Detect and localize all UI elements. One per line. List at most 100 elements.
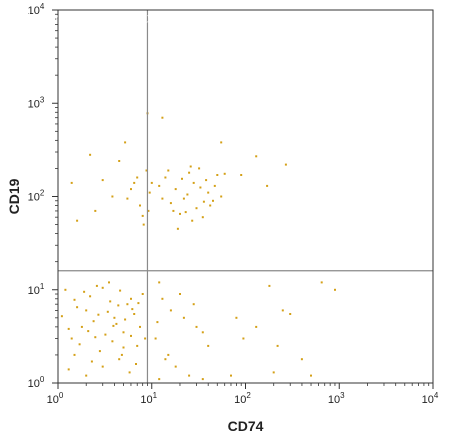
event-point (216, 174, 219, 176)
event-point (70, 337, 73, 340)
event-point (189, 165, 192, 168)
event-point (169, 202, 172, 205)
x-tick-label: 102 (234, 391, 251, 406)
y-tick-label: 101 (28, 282, 45, 297)
event-point (85, 309, 88, 312)
plot-frame (57, 9, 434, 384)
event-point (230, 374, 232, 377)
event-point (128, 371, 131, 374)
event-point (118, 358, 121, 361)
event-point (112, 324, 115, 327)
event-point (184, 211, 187, 214)
event-point (195, 325, 198, 328)
event-point (255, 155, 258, 158)
event-point (109, 300, 112, 303)
event-point (78, 343, 81, 346)
event-point (272, 371, 275, 374)
event-point (124, 141, 127, 144)
event-point (202, 200, 205, 203)
event-point (124, 318, 127, 321)
event-point (164, 176, 167, 179)
event-point (131, 308, 134, 311)
event-point (255, 325, 258, 328)
event-point (174, 365, 177, 368)
event-point (191, 219, 194, 222)
event-point (164, 358, 167, 361)
event-point (182, 197, 185, 200)
event-point (87, 330, 90, 333)
event-point (126, 197, 129, 200)
event-point (281, 309, 284, 312)
event-point (122, 346, 125, 349)
event-point (73, 353, 76, 356)
event-point (136, 344, 139, 347)
event-point (136, 176, 139, 179)
event-point (76, 306, 79, 309)
event-point (130, 334, 132, 337)
event-point (67, 368, 70, 371)
event-point (126, 303, 129, 306)
event-point (104, 333, 107, 336)
event-point (209, 204, 212, 207)
event-point (73, 298, 76, 301)
x-tick-label: 100 (47, 391, 64, 406)
event-point (201, 331, 204, 334)
event-point (201, 378, 204, 381)
event-point (334, 288, 336, 291)
event-point (122, 331, 125, 334)
event-point (150, 181, 153, 184)
event-point (130, 297, 132, 300)
event-point (117, 304, 120, 307)
y-axis-title: CD19 (6, 178, 22, 214)
event-point (300, 358, 303, 361)
event-point (207, 344, 210, 347)
event-point (141, 293, 144, 295)
event-point (97, 313, 100, 316)
event-point (154, 337, 157, 340)
event-point (92, 320, 95, 323)
event-point (101, 179, 104, 182)
quadrant-gates (58, 10, 433, 383)
event-point (106, 310, 109, 313)
event-point (174, 188, 177, 191)
event-point (188, 374, 191, 377)
event-point (167, 353, 170, 356)
event-point (64, 288, 67, 291)
x-axis-title: CD74 (228, 418, 264, 434)
x-tick-label: 101 (140, 391, 157, 406)
event-point (213, 184, 216, 187)
y-tick-label: 102 (28, 189, 45, 204)
event-point (169, 309, 172, 312)
event-point (147, 209, 150, 212)
event-point (94, 336, 97, 339)
permission-annotation: with permission from R & D Systems (14, 11, 176, 23)
event-point (205, 179, 208, 182)
event-point (133, 181, 136, 184)
event-point (268, 284, 271, 287)
data-points-layer (60, 112, 336, 381)
event-point (85, 374, 88, 377)
event-point (161, 297, 164, 300)
event-point (90, 360, 93, 363)
event-point (192, 181, 195, 184)
event-point (60, 315, 63, 318)
event-point (76, 219, 79, 222)
y-tick-label: 103 (28, 95, 45, 110)
event-point (70, 181, 73, 184)
event-point (198, 167, 201, 170)
event-point (142, 223, 145, 226)
event-point (192, 303, 195, 306)
event-point (113, 316, 116, 319)
event-point (135, 363, 137, 365)
event-point (179, 293, 181, 295)
event-point (145, 169, 148, 172)
event-point (320, 281, 323, 284)
event-point (111, 195, 114, 198)
event-point (161, 116, 164, 119)
event-point (101, 365, 104, 368)
event-point (139, 204, 141, 207)
event-point (220, 195, 223, 198)
event-point (158, 184, 161, 187)
